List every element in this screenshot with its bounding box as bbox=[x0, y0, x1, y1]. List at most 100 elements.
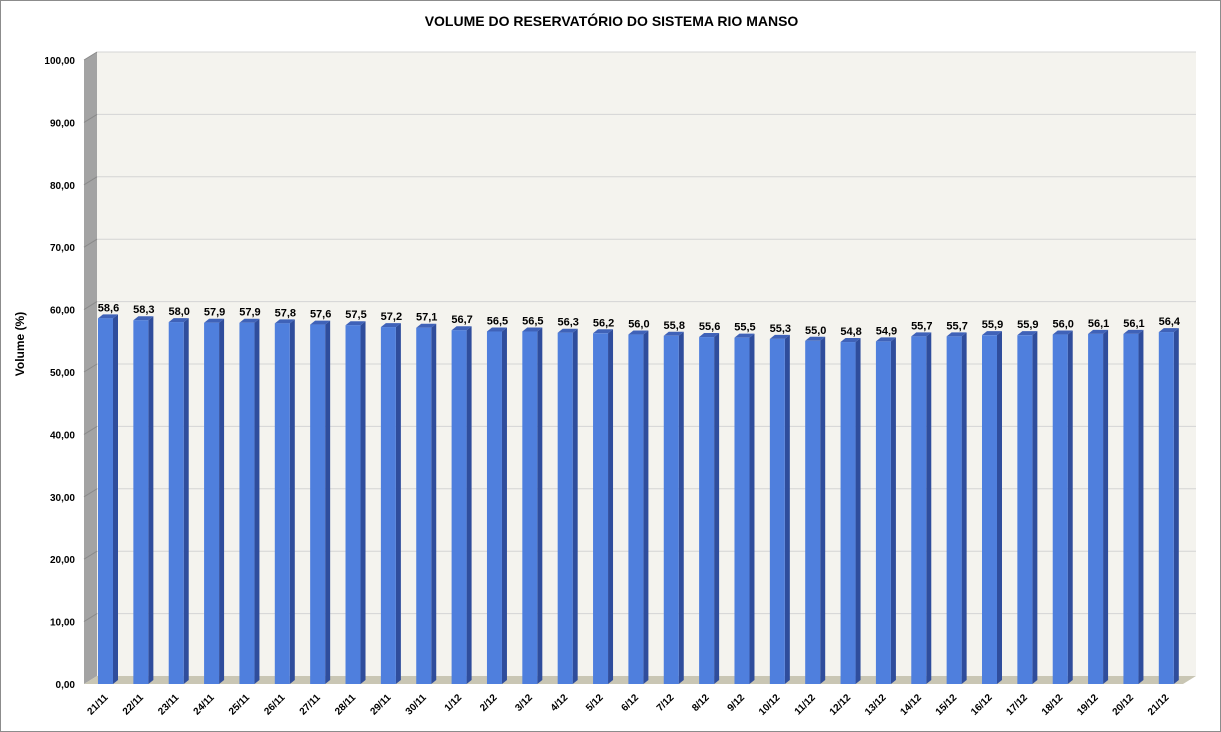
bar-front bbox=[982, 335, 997, 684]
gridline-side bbox=[83, 238, 98, 248]
bar-top bbox=[204, 318, 225, 323]
data-label: 58,0 bbox=[169, 306, 190, 318]
bar-front bbox=[946, 336, 962, 684]
data-label: 56,5 bbox=[487, 315, 508, 327]
data-label: 54,9 bbox=[876, 325, 897, 337]
bar-side bbox=[395, 323, 401, 684]
bar-top bbox=[840, 338, 861, 343]
bar-side bbox=[466, 326, 472, 684]
bars bbox=[98, 314, 1179, 684]
bar bbox=[133, 316, 154, 684]
bar-side bbox=[1067, 330, 1073, 684]
x-tick-label: 9/12 bbox=[726, 692, 748, 714]
x-tick-label: 20/12 bbox=[1111, 692, 1137, 718]
x-tick-label: 17/12 bbox=[1005, 692, 1031, 718]
data-label: 57,9 bbox=[239, 307, 260, 319]
bar-front bbox=[557, 332, 573, 684]
bar bbox=[593, 329, 614, 684]
data-label: 55,9 bbox=[982, 319, 1003, 331]
data-label: 57,6 bbox=[310, 309, 331, 321]
bar-side bbox=[961, 332, 967, 684]
bar-side bbox=[678, 331, 684, 684]
data-label: 56,1 bbox=[1088, 318, 1109, 330]
data-label: 57,5 bbox=[345, 309, 366, 321]
bar-top bbox=[380, 323, 401, 328]
bar-front bbox=[380, 327, 396, 684]
bar-front bbox=[345, 325, 361, 684]
data-label: 56,4 bbox=[1159, 316, 1181, 328]
y-tick-label: 20,00 bbox=[50, 555, 75, 566]
bar bbox=[663, 331, 684, 684]
bar-front bbox=[239, 322, 255, 684]
y-tick-label: 10,00 bbox=[50, 618, 75, 629]
x-tick-label: 28/11 bbox=[333, 692, 358, 717]
data-label: 58,3 bbox=[133, 304, 154, 316]
data-label: 56,7 bbox=[451, 314, 472, 326]
bar-front bbox=[522, 331, 538, 684]
bar-side bbox=[997, 331, 1002, 684]
x-tick-label: 5/12 bbox=[584, 692, 606, 714]
gridline-side bbox=[83, 425, 98, 435]
bar bbox=[98, 314, 118, 684]
bar-top bbox=[1123, 329, 1144, 334]
bar-front bbox=[663, 335, 679, 684]
bar-top bbox=[133, 316, 154, 321]
x-tick-label: 24/11 bbox=[192, 692, 217, 717]
bar-front bbox=[628, 334, 644, 684]
data-label: 55,5 bbox=[734, 322, 755, 334]
bar bbox=[734, 333, 755, 684]
data-label: 55,7 bbox=[946, 320, 967, 332]
x-tick-label: 25/11 bbox=[227, 692, 252, 717]
x-tick-label: 14/12 bbox=[898, 692, 924, 718]
bar-side bbox=[289, 319, 295, 684]
bar-top bbox=[239, 318, 260, 323]
bar-top bbox=[911, 332, 932, 337]
bar-side bbox=[113, 314, 118, 684]
bar-side bbox=[501, 327, 507, 684]
bar-side bbox=[1173, 328, 1179, 684]
y-tick-label: 0,00 bbox=[56, 680, 76, 691]
gridline-side bbox=[83, 113, 98, 123]
bar-top bbox=[769, 334, 790, 339]
y-tick-label: 30,00 bbox=[50, 493, 75, 504]
x-tick-label: 12/12 bbox=[828, 692, 854, 718]
bar-side bbox=[1032, 331, 1038, 684]
x-tick-label: 15/12 bbox=[934, 692, 960, 718]
bar-top bbox=[663, 331, 684, 336]
bar-top bbox=[805, 336, 826, 341]
bar bbox=[769, 334, 790, 684]
x-tick-label: 22/11 bbox=[121, 692, 146, 717]
data-label: 57,9 bbox=[204, 307, 225, 319]
y-tick-label: 60,00 bbox=[50, 306, 75, 317]
bar-top bbox=[982, 331, 1002, 336]
data-label: 55,3 bbox=[770, 323, 791, 335]
x-tick-label: 16/12 bbox=[969, 692, 995, 718]
bar-side bbox=[360, 321, 366, 684]
bar-top bbox=[734, 333, 755, 338]
bar-top bbox=[593, 329, 614, 334]
data-label: 58,6 bbox=[98, 302, 119, 314]
bar-top bbox=[1017, 331, 1038, 336]
bar bbox=[911, 332, 932, 684]
bar bbox=[168, 318, 189, 684]
bar-top bbox=[1052, 330, 1073, 335]
bar-front bbox=[98, 318, 113, 684]
data-label: 56,0 bbox=[628, 319, 649, 331]
gridline-side bbox=[83, 301, 98, 311]
y-tick-label: 50,00 bbox=[50, 368, 75, 379]
data-label: 56,1 bbox=[1123, 318, 1144, 330]
bar bbox=[486, 327, 507, 684]
bar-front bbox=[734, 337, 750, 684]
bar bbox=[380, 323, 401, 684]
bar-top bbox=[486, 327, 507, 332]
data-label: 55,8 bbox=[664, 320, 685, 332]
bar bbox=[1123, 329, 1144, 684]
bar bbox=[239, 318, 260, 684]
bar-front bbox=[133, 320, 149, 684]
bar-top bbox=[1158, 328, 1179, 333]
bar-top bbox=[345, 321, 366, 326]
bar-side bbox=[855, 338, 861, 684]
data-label: 56,3 bbox=[557, 317, 578, 329]
bar-front bbox=[593, 333, 609, 684]
